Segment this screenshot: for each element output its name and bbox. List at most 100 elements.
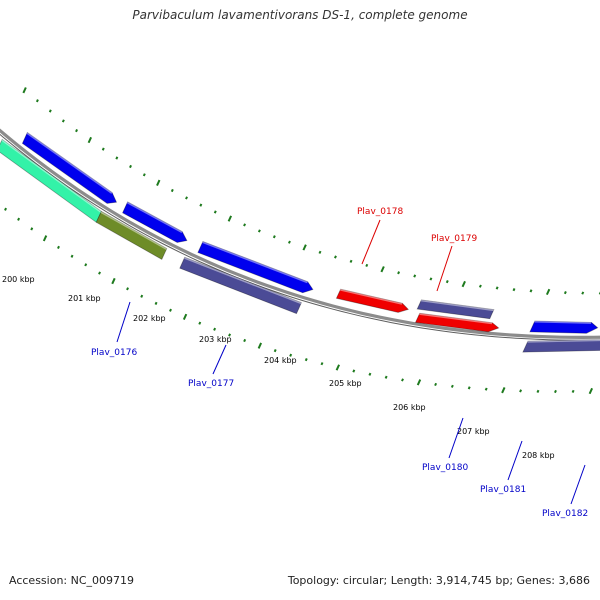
gene-arrow-highlight [26,132,113,194]
outer-scale-minor-tick [272,235,276,239]
outer-scale-minor-tick [349,259,353,263]
gene-label-leader-line [212,344,227,375]
inner-scale-minor-tick [57,245,60,250]
outer-scale-minor-tick [581,291,585,295]
outer-scale-major-tick [545,288,551,296]
outer-scale-major-tick [380,266,385,273]
outer-scale-minor-tick [199,203,203,207]
outer-scale-minor-tick [61,119,65,123]
outer-scale-minor-tick [563,291,567,295]
inner-scale-minor-tick [213,327,217,331]
inner-scale-minor-tick [320,362,324,366]
outer-scale-major-tick [22,87,27,94]
outer-scale-minor-tick [170,188,174,193]
outer-scale-minor-tick [529,289,533,293]
inner-scale-major-tick [501,387,506,394]
outer-scale-minor-tick [213,210,217,214]
inner-scale-minor-tick [450,384,454,388]
gene-arrow-highlight [184,257,302,305]
gene-label: Plav_0177 [188,379,234,389]
inner-scale-major-tick [416,379,422,386]
gene-arrow [122,201,188,243]
inner-scale-minor-tick [368,372,372,376]
kbp-label: 208 kbp [522,451,555,460]
inner-scale-minor-tick [434,382,438,387]
backbone-shadow-line [0,133,600,341]
outer-scale-minor-tick [397,271,401,275]
inner-scale-minor-tick [273,349,277,353]
inner-scale-minor-tick [536,389,540,393]
inner-scale-minor-tick [70,254,74,258]
gene-label: Plav_0182 [542,509,588,519]
accession-text: Accession: NC_009719 [9,574,135,587]
outer-scale-minor-tick [318,250,322,254]
genome-summary-text: Topology: circular; Length: 3,914,745 bp… [287,574,590,587]
gene-label: Plav_0180 [422,463,468,473]
outer-scale-minor-tick [142,173,146,177]
outer-scale-minor-tick [35,99,39,103]
outer-scale-minor-tick [413,274,417,278]
inner-scale-major-tick [42,235,48,242]
outer-scale-minor-tick [243,223,247,227]
gene-arrow-highlight [1,139,102,213]
gene-label-leader-line [570,464,586,505]
gene-arrow-highlight [126,201,183,234]
inner-scale-minor-tick [4,207,7,211]
gene-label-leader-line [116,301,131,343]
inner-scale-minor-tick [169,308,172,312]
inner-scale-minor-tick [243,338,247,343]
inner-scale-minor-tick [198,321,202,325]
gene-arrow-highlight [527,339,600,343]
kbp-label: 207 kbp [457,427,490,436]
inner-scale-major-tick [257,342,263,349]
outer-scale-major-tick [227,215,233,222]
inner-scale-minor-tick [484,387,488,391]
gene-arrow-highlight [419,313,493,325]
inner-scale-minor-tick [401,378,404,382]
outer-scale-major-tick [156,179,161,186]
outer-scale-minor-tick [75,129,78,133]
outer-scale-minor-tick [365,263,369,268]
inner-scale-major-tick [111,277,116,285]
kbp-label: 200 kbp [2,275,35,284]
outer-scale-minor-tick [48,109,52,113]
outer-scale-minor-tick [101,147,105,151]
gene-label-leader-line [507,440,523,481]
outer-scale-minor-tick [129,164,132,169]
gene-label: Plav_0178 [357,207,403,217]
gene-arrow [522,339,600,353]
inner-scale-minor-tick [519,389,523,393]
outer-scale-minor-tick [287,240,291,244]
gene-arrow-highlight [202,241,308,284]
inner-scale-minor-tick [571,389,575,394]
kbp-label: 204 kbp [264,356,297,365]
inner-scale-major-tick [588,387,594,395]
outer-scale-minor-tick [185,196,188,200]
gene-label-leader-line [448,417,464,459]
gene-arrow [197,240,314,294]
gene-arrow [416,299,495,320]
gene-arrow [179,256,302,315]
inner-scale-minor-tick [384,375,388,379]
kbp-label: 202 kbp [133,314,166,323]
gene-arrow [529,320,599,334]
inner-scale-minor-tick [304,358,308,362]
kbp-label: 201 kbp [68,294,101,303]
gene-arrow-highlight [340,289,403,305]
inner-scale-minor-tick [98,271,101,275]
gene-label-leader-line [361,219,381,265]
gene-arrow-highlight [534,320,592,324]
gene-arrow-highlight [100,211,167,250]
outer-scale-minor-tick [478,284,482,288]
outer-scale-minor-tick [429,277,433,281]
inner-scale-minor-tick [289,353,293,357]
outer-scale-minor-tick [445,280,449,284]
outer-scale-major-tick [461,280,466,288]
gene-arrow [414,312,500,333]
inner-scale-minor-tick [84,263,88,267]
kbp-label: 205 kbp [329,379,362,388]
outer-scale-minor-tick [512,287,516,292]
inner-scale-major-tick [335,364,340,371]
gene-arrow [95,210,168,260]
